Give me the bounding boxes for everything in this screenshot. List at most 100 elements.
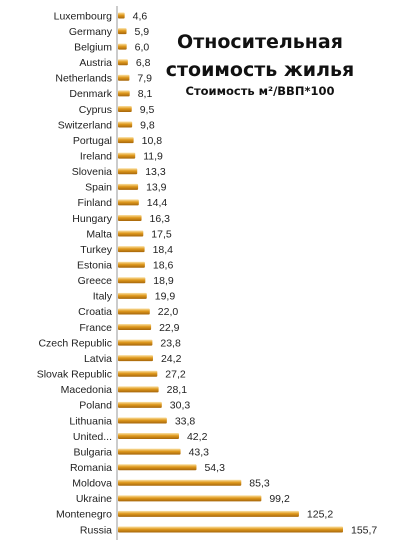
bar xyxy=(118,43,127,50)
category-label: Estonia xyxy=(77,260,112,272)
bar xyxy=(118,292,147,299)
category-label: Austria xyxy=(79,57,112,69)
bar xyxy=(118,433,179,440)
bar xyxy=(118,214,142,221)
bar xyxy=(118,510,299,517)
bar xyxy=(118,74,130,81)
category-label: Montenegro xyxy=(56,509,112,521)
data-label: 7,9 xyxy=(137,73,152,85)
data-label: 18,9 xyxy=(153,275,174,287)
bar xyxy=(118,121,133,128)
data-label: 5,9 xyxy=(135,26,150,38)
category-label: Switzerland xyxy=(58,119,112,131)
data-label: 18,4 xyxy=(153,244,174,256)
category-label: Romania xyxy=(70,462,112,474)
bar xyxy=(118,152,136,159)
bar xyxy=(118,479,242,486)
data-label: 14,4 xyxy=(147,197,168,209)
category-label: Italy xyxy=(93,291,113,303)
bar xyxy=(118,199,139,206)
bar xyxy=(118,448,181,455)
category-label: Ireland xyxy=(80,150,112,162)
bar xyxy=(118,355,153,362)
category-label: Turkey xyxy=(80,244,112,256)
bar xyxy=(118,495,262,502)
data-label: 13,9 xyxy=(146,182,167,194)
bar xyxy=(118,339,153,346)
bar xyxy=(118,59,128,66)
category-label: Greece xyxy=(78,275,113,287)
data-label: 18,6 xyxy=(153,260,174,272)
bar xyxy=(118,277,146,284)
category-label: Slovenia xyxy=(72,166,112,178)
data-label: 6,0 xyxy=(135,41,150,53)
data-label: 22,9 xyxy=(159,322,180,334)
bar xyxy=(118,105,132,112)
bar xyxy=(118,137,134,144)
data-label: 19,9 xyxy=(155,291,176,303)
data-label: 33,8 xyxy=(175,415,196,427)
data-label: 42,2 xyxy=(187,431,208,443)
bar xyxy=(118,386,159,393)
bar xyxy=(118,230,144,237)
data-label: 22,0 xyxy=(158,306,179,318)
data-label: 28,1 xyxy=(167,384,188,396)
category-label: Germany xyxy=(69,26,113,38)
bar xyxy=(118,168,138,175)
bar xyxy=(118,246,145,253)
bar xyxy=(118,401,162,408)
chart-subtitle: Стоимость м²/ВВП*100 xyxy=(185,84,335,98)
category-label: Croatia xyxy=(78,306,112,318)
bar xyxy=(118,90,130,97)
chart-title-line1: Относительная xyxy=(177,31,343,53)
bar xyxy=(118,464,197,471)
category-label: Poland xyxy=(79,400,112,412)
data-label: 27,2 xyxy=(165,369,186,381)
data-label: 85,3 xyxy=(249,478,270,490)
bar xyxy=(118,183,139,190)
category-label: Macedonia xyxy=(61,384,113,396)
bar xyxy=(118,417,167,424)
bar xyxy=(118,12,125,19)
data-label: 9,5 xyxy=(140,104,155,116)
bar xyxy=(118,370,158,377)
data-label: 4,6 xyxy=(133,10,148,22)
category-label: Malta xyxy=(86,228,112,240)
data-label: 99,2 xyxy=(269,493,290,505)
bar xyxy=(118,308,150,315)
category-label: Czech Republic xyxy=(38,337,112,349)
data-label: 6,8 xyxy=(136,57,151,69)
bar xyxy=(118,261,145,268)
data-label: 125,2 xyxy=(307,509,333,521)
data-label: 11,9 xyxy=(143,150,163,162)
category-label: Cyprus xyxy=(79,104,112,116)
category-label: Finland xyxy=(78,197,113,209)
category-label: Ukraine xyxy=(76,493,112,505)
data-label: 24,2 xyxy=(161,353,182,365)
data-label: 10,8 xyxy=(142,135,163,147)
category-label: Portugal xyxy=(73,135,112,147)
category-label: Belgium xyxy=(74,41,112,53)
category-label: Spain xyxy=(85,182,112,194)
data-label: 30,3 xyxy=(170,400,191,412)
data-label: 9,8 xyxy=(140,119,155,131)
bars-group: Luxembourg 4,6 Germany 5,9 Belgium 6,0 Austria… xyxy=(37,10,378,536)
data-label: 17,5 xyxy=(151,228,172,240)
data-label: 23,8 xyxy=(160,337,181,349)
bar xyxy=(118,324,152,331)
category-label: United... xyxy=(73,431,112,443)
bar xyxy=(118,526,343,533)
chart-title-line2: стоимость жилья xyxy=(165,59,355,81)
category-label: Latvia xyxy=(84,353,112,365)
category-label: Slovak Republic xyxy=(37,369,112,381)
category-label: Bulgaria xyxy=(73,446,112,458)
bar xyxy=(118,28,127,35)
data-label: 54,3 xyxy=(204,462,225,474)
data-label: 8,1 xyxy=(138,88,153,100)
category-label: Hungary xyxy=(72,213,112,225)
category-label: France xyxy=(79,322,112,334)
category-label: Lithuania xyxy=(69,415,112,427)
category-label: Moldova xyxy=(72,478,112,490)
category-label: Russia xyxy=(80,524,112,536)
data-label: 43,3 xyxy=(189,446,210,458)
